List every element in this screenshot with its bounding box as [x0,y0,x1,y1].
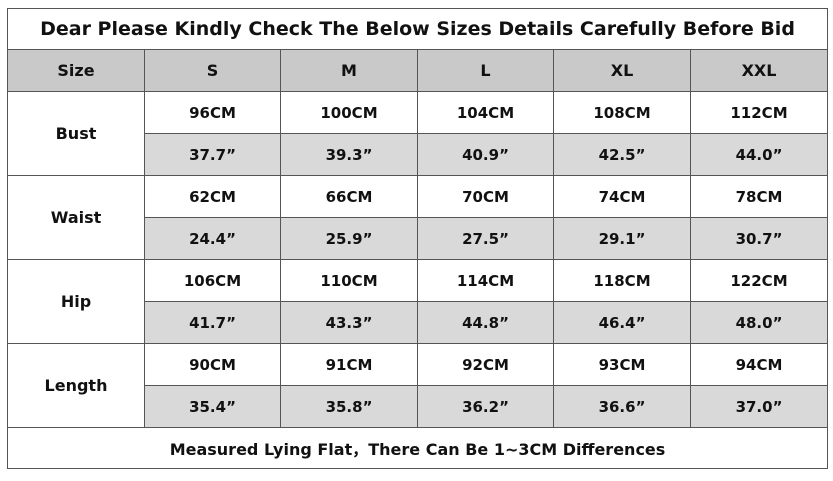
inch-cell: 37.7” [144,133,281,176]
measure-label-length: Length [7,343,145,428]
cm-cell: 74CM [553,175,691,218]
cm-cell: 66CM [280,175,418,218]
table-row: Waist 62CM 66CM 70CM 74CM 78CM [7,175,829,260]
cm-cell: 90CM [144,343,281,386]
cm-cell: 92CM [417,343,554,386]
inch-cell: 27.5” [417,217,554,260]
measurement-note: Measured Lying Flat，There Can Be 1~3CM D… [6,427,829,469]
inch-cell: 41.7” [144,301,281,344]
cm-cell: 108CM [553,91,691,134]
cm-cell: 114CM [417,259,554,302]
size-table: Dear Please Kindly Check The Below Sizes… [6,8,829,469]
inch-cell: 37.0” [689,385,829,428]
inch-cell: 30.7” [689,217,829,260]
size-header-label: Size [7,49,145,92]
table-row: 37.7” 39.3” 40.9” 42.5” 44.0” [8,133,829,176]
cm-cell: 70CM [417,175,554,218]
inch-cell: 43.3” [280,301,418,344]
table-row: Length 90CM 91CM 92CM 93CM 94CM [7,343,829,428]
inch-cell: 48.0” [689,301,829,344]
inch-cell: 36.2” [417,385,554,428]
inch-cell: 39.3” [280,133,418,176]
inch-cell: 35.8” [280,385,418,428]
cm-cell: 106CM [144,259,281,302]
inch-cell: 46.4” [553,301,691,344]
cm-cell: 94CM [689,343,829,386]
table-row: Hip 106CM 110CM 114CM 118CM 122CM [7,259,829,344]
inch-cell: 44.8” [417,301,554,344]
chart-title: Dear Please Kindly Check The Below Sizes… [6,8,829,50]
inch-cell: 42.5” [553,133,691,176]
cm-cell: 100CM [280,91,418,134]
table-row: 24.4” 25.9” 27.5” 29.1” 30.7” [8,217,829,260]
size-header-s: S [144,49,281,92]
inch-cell: 35.4” [144,385,281,428]
measure-label-waist: Waist [7,175,145,260]
size-header-xl: XL [553,49,691,92]
inch-cell: 44.0” [689,133,829,176]
cm-cell: 91CM [280,343,418,386]
cm-cell: 78CM [689,175,829,218]
inch-cell: 29.1” [553,217,691,260]
cm-cell: 112CM [689,91,829,134]
inch-cell: 24.4” [144,217,281,260]
size-header-l: L [417,49,554,92]
table-row: Bust 96CM 100CM 104CM 108CM 112CM [7,91,829,176]
inch-cell: 25.9” [280,217,418,260]
cm-cell: 62CM [144,175,281,218]
table-row: 35.4” 35.8” 36.2” 36.6” 37.0” [8,385,829,428]
measure-label-bust: Bust [7,91,145,176]
inch-cell: 36.6” [553,385,691,428]
size-header-m: M [280,49,418,92]
cm-cell: 122CM [689,259,829,302]
size-chart: Dear Please Kindly Check The Below Sizes… [6,8,829,469]
inch-cell: 40.9” [417,133,554,176]
cm-cell: 118CM [553,259,691,302]
cm-cell: 96CM [144,91,281,134]
table-row: 41.7” 43.3” 44.8” 46.4” 48.0” [8,301,829,344]
measure-label-hip: Hip [7,259,145,344]
header-row: Size S M L XL XXL [7,49,829,92]
cm-cell: 110CM [280,259,418,302]
cm-cell: 104CM [417,91,554,134]
cm-cell: 93CM [553,343,691,386]
size-header-xxl: XXL [689,49,829,92]
